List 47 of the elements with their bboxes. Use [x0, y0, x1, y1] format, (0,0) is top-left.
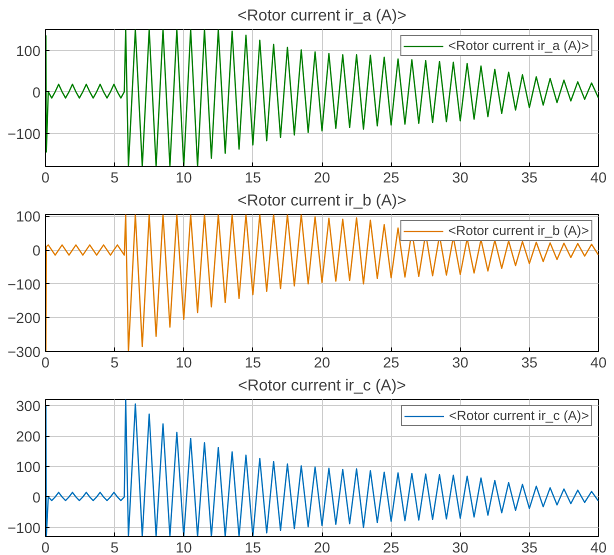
x-tick-label: 20 [314, 356, 330, 372]
chart-title: <Rotor current ir_a (A)> [238, 8, 406, 24]
y-tick-label: 0 [32, 490, 41, 506]
x-tick-label: 5 [110, 170, 119, 186]
x-tick-label: 10 [176, 170, 192, 186]
x-tick-label: 30 [452, 170, 468, 186]
x-tick-label: 40 [590, 540, 607, 555]
line-series [46, 214, 598, 352]
y-tick-label: −100 [7, 520, 41, 537]
x-tick-label: 40 [590, 170, 607, 186]
line-series [46, 30, 598, 166]
y-tick-label: 0 [32, 244, 41, 260]
y-tick-label: −100 [7, 277, 41, 294]
chart-title: <Rotor current ir_c (A)> [238, 378, 406, 394]
x-tick-label: 25 [382, 356, 400, 372]
x-tick-label: 35 [521, 356, 538, 372]
x-tick-label: 25 [382, 170, 400, 186]
x-tick-label: 25 [382, 540, 400, 555]
x-tick-label: 5 [110, 356, 119, 372]
chart-title: <Rotor current ir_b (A)> [238, 192, 406, 210]
x-tick-label: 10 [176, 356, 192, 372]
legend-label: <Rotor current ir_b (A)> [448, 223, 589, 238]
y-tick-label: −200 [7, 311, 41, 328]
y-tick-label: 100 [16, 460, 41, 476]
x-tick-label: 15 [244, 170, 262, 186]
x-tick-label: 15 [244, 356, 262, 372]
y-tick-label: 0 [32, 85, 41, 102]
y-tick-label: −100 [7, 126, 41, 143]
x-tick-label: 30 [452, 540, 468, 555]
legend-label: <Rotor current ir_c (A)> [449, 408, 589, 423]
x-tick-label: 10 [176, 540, 192, 555]
x-tick-label: 15 [244, 540, 262, 555]
legend-label: <Rotor current ir_a (A)> [448, 38, 589, 53]
x-tick-label: 30 [452, 356, 468, 372]
y-tick-label: 300 [16, 399, 41, 416]
x-tick-label: 20 [314, 170, 330, 186]
x-tick-label: 5 [110, 540, 119, 555]
y-tick-label: 100 [16, 44, 41, 60]
x-tick-label: 20 [314, 540, 330, 555]
y-tick-label: 100 [16, 210, 41, 226]
x-tick-label: 35 [521, 170, 538, 186]
line-series [46, 400, 598, 536]
x-tick-label: 35 [521, 540, 538, 555]
y-tick-label: −300 [7, 345, 41, 361]
y-tick-label: 200 [16, 430, 41, 446]
x-tick-label: 0 [41, 540, 50, 555]
x-tick-label: 40 [590, 356, 607, 372]
